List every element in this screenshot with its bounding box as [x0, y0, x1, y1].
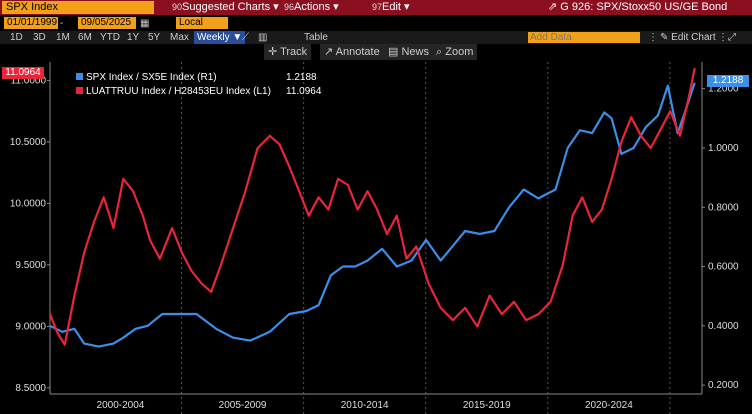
- x-tick-label-4: 2020-2024: [585, 400, 633, 411]
- edit-chart-button[interactable]: ✎ Edit Chart: [660, 32, 716, 43]
- track-icon: ✛: [268, 46, 278, 58]
- add-data-input[interactable]: Add Data: [528, 32, 640, 43]
- more-options-icon-2[interactable]: ⋮: [718, 32, 728, 43]
- fullscreen-icon[interactable]: ⤢: [728, 32, 736, 43]
- more-options-icon[interactable]: ⋮: [648, 32, 658, 43]
- right-tick-label-2: 0.8000: [708, 202, 739, 213]
- calendar-icon[interactable]: ▦: [140, 18, 150, 29]
- right-tick-label-4: 0.4000: [708, 321, 739, 332]
- right-tick-label-0: 1.2000: [708, 84, 739, 95]
- legend-swatch-red: [76, 87, 83, 94]
- blue-series-line: [49, 82, 696, 348]
- chart-link-icon: ⇗: [548, 1, 558, 13]
- period-1d[interactable]: 1D: [10, 32, 23, 43]
- edit-label: Edit: [382, 1, 401, 13]
- top-menu-bar: [0, 0, 752, 15]
- period-3d[interactable]: 3D: [33, 32, 46, 43]
- legend-item-blue: SPX Index / SX5E Index (R1) 1.2188: [76, 71, 317, 85]
- period-1m[interactable]: 1M: [56, 32, 70, 43]
- date-separator: -: [60, 18, 64, 29]
- ticker-field[interactable]: SPX Index: [2, 1, 154, 14]
- bar-chart-icon[interactable]: ▥: [258, 32, 268, 43]
- x-tick-label-2: 2010-2014: [341, 400, 389, 411]
- legend-label-red: LUATTRUU Index / H28453EU Index (L1): [86, 86, 271, 97]
- suggested-charts-label: Suggested Charts: [182, 1, 271, 13]
- left-tick-label-2: 10.0000: [10, 198, 47, 209]
- track-button[interactable]: ✛ Track: [264, 44, 312, 60]
- news-label: News: [401, 46, 429, 58]
- line-chart-icon[interactable]: ⟋: [242, 32, 249, 43]
- frequency-label: Weekly: [197, 32, 230, 43]
- suggested-charts-key: 90: [172, 2, 183, 12]
- actions-key: 96: [284, 2, 295, 12]
- edit-key: 97: [372, 2, 383, 12]
- left-tick-label-1: 10.5000: [10, 137, 47, 148]
- zoom-label: Zoom: [445, 46, 474, 58]
- period-1y[interactable]: 1Y: [127, 32, 140, 43]
- annotate-icon: ↗: [324, 46, 334, 58]
- chart-legend: SPX Index / SX5E Index (R1) 1.2188 LUATT…: [76, 71, 321, 99]
- zoom-button[interactable]: ⌕ Zoom: [432, 44, 478, 60]
- period-6m[interactable]: 6M: [78, 32, 92, 43]
- edit-chart-label: Edit Chart: [671, 32, 716, 43]
- x-tick-label-3: 2015-2019: [463, 400, 511, 411]
- edit-menu[interactable]: 97Edit ▾: [372, 1, 410, 13]
- legend-value-blue: 1.2188: [286, 72, 317, 83]
- news-icon: ▤: [388, 46, 399, 58]
- actions-label: Actions: [294, 1, 331, 13]
- chart-title: ⇗ G 926: SPX/Stoxx50 US/GE Bond: [548, 1, 727, 14]
- track-label: Track: [280, 46, 308, 58]
- right-tick-label-3: 0.6000: [708, 262, 739, 273]
- frequency-select[interactable]: Weekly ▼: [194, 31, 246, 44]
- right-tick-label-1: 1.0000: [708, 143, 739, 154]
- start-date-input[interactable]: 01/01/1999: [4, 17, 58, 29]
- end-date-input[interactable]: 09/05/2025: [78, 17, 136, 29]
- left-tick-label-3: 9.5000: [15, 260, 46, 271]
- legend-item-red: LUATTRUU Index / H28453EU Index (L1) 11.…: [76, 85, 321, 99]
- left-tick-label-4: 9.0000: [15, 321, 46, 332]
- x-tick-label-0: 2000-2004: [97, 400, 145, 411]
- left-tick-label-0: 11.0000: [11, 75, 47, 86]
- red-series-line: [48, 67, 696, 346]
- right-tick-label-5: 0.2000: [708, 380, 739, 391]
- suggested-charts-menu[interactable]: 90Suggested Charts ▾: [172, 1, 279, 13]
- actions-menu[interactable]: 96Actions ▾: [284, 1, 339, 13]
- legend-label-blue: SPX Index / SX5E Index (R1): [86, 72, 217, 83]
- x-tick-label-1: 2005-2009: [219, 400, 267, 411]
- annotate-label: Annotate: [335, 46, 380, 58]
- chart-title-text: G 926: SPX/Stoxx50 US/GE Bond: [560, 1, 728, 13]
- period-max[interactable]: Max: [170, 32, 189, 43]
- legend-swatch-blue: [76, 73, 83, 80]
- left-tick-label-5: 8.5000: [15, 383, 46, 394]
- last-value-tag-left: 11.0964: [2, 67, 44, 79]
- legend-value-red: 11.0964: [286, 86, 322, 97]
- last-value-tag-right: 1.2188: [707, 75, 749, 87]
- period-5y[interactable]: 5Y: [148, 32, 161, 43]
- annotate-button[interactable]: ↗ Annotate: [320, 44, 384, 60]
- table-button[interactable]: Table: [304, 32, 328, 43]
- zoom-icon: ⌕: [436, 46, 443, 58]
- news-button[interactable]: ▤ News: [384, 44, 433, 60]
- plot-area: [50, 62, 702, 394]
- period-ytd[interactable]: YTD: [100, 32, 120, 43]
